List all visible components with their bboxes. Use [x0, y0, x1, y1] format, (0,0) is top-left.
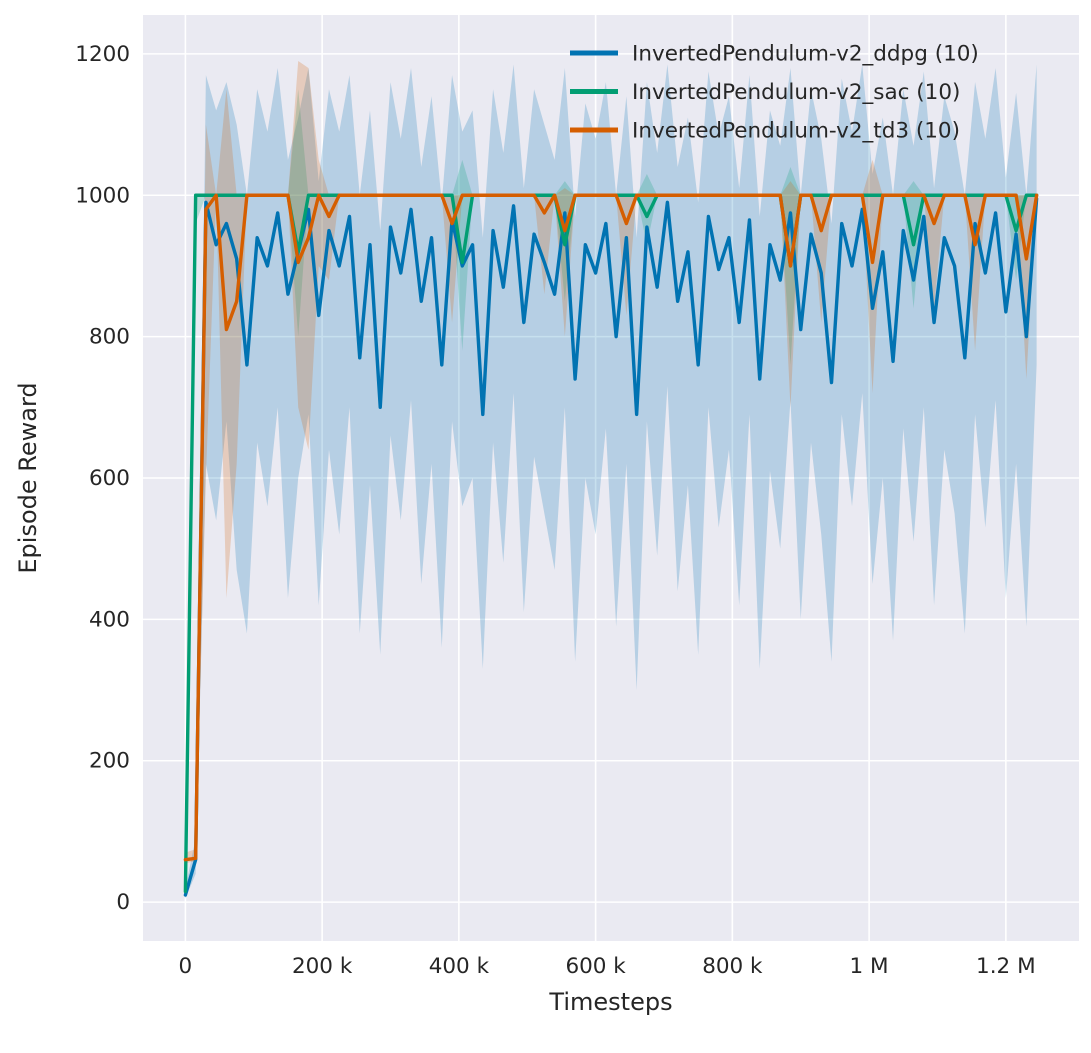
y-tick-label: 1200: [75, 42, 130, 67]
y-tick-label: 1000: [75, 183, 130, 208]
y-tick-label: 0: [116, 890, 130, 915]
x-tick-label: 600 k: [565, 954, 626, 979]
confidence-band-2: [185, 60, 1037, 864]
series-line-0: [183, 197, 1039, 897]
x-tick-label: 1.2 M: [976, 954, 1036, 979]
y-tick-label: 200: [89, 749, 130, 774]
y-tick-label: 600: [89, 466, 130, 491]
confidence-band-0: [185, 64, 1037, 899]
series-line-2: [183, 193, 1039, 862]
x-tick-label: 400 k: [429, 954, 490, 979]
legend-label-2: InvertedPendulum-v2_td3 (10): [632, 119, 960, 144]
x-axis-label: Timesteps: [548, 988, 672, 1016]
y-tick-label: 400: [89, 607, 130, 632]
legend-label-1: InvertedPendulum-v2_sac (10): [632, 80, 960, 105]
legend-label-0: InvertedPendulum-v2_ddpg (10): [632, 42, 979, 67]
x-tick-label: 800 k: [702, 954, 763, 979]
x-tick-label: 1 M: [850, 954, 889, 979]
y-axis-label: Episode Reward: [14, 382, 42, 573]
x-tick-label: 200 k: [292, 954, 353, 979]
x-tick-label: 0: [179, 954, 193, 979]
y-tick-label: 800: [89, 325, 130, 350]
